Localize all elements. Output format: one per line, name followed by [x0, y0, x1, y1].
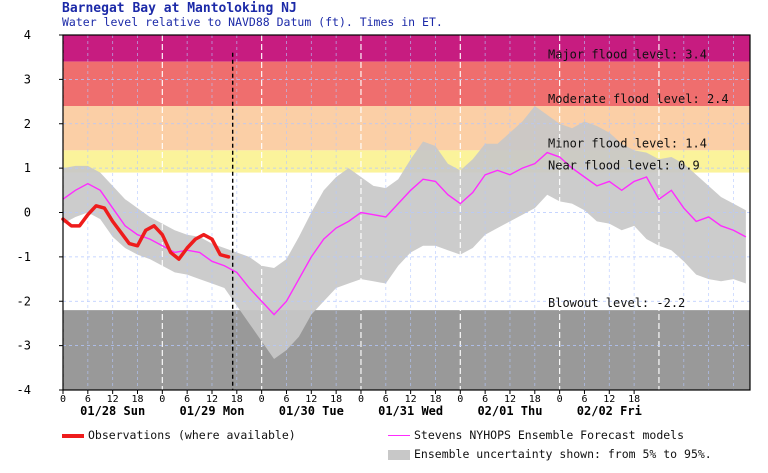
y-tick-label: -2 [17, 294, 31, 308]
x-day-label: 02/02 Fri [577, 404, 642, 418]
x-hour-label: 0 [259, 394, 265, 405]
x-hour-label: 0 [457, 394, 463, 405]
legend-uncertainty-label: Ensemble uncertainty shown: from 5% to 9… [414, 447, 712, 461]
minor-flood-band [63, 106, 750, 151]
forecast-line [62, 151, 747, 316]
axes: 4 3 2 1 0 -1 -2 -3 -4 0 6 12 18 0 6 12 18 0 6 12 18 0 6 12 18 0 6 1… [17, 28, 751, 418]
x-hour-label: 12 [504, 394, 516, 405]
uncertainty-area [63, 106, 746, 359]
threshold-label: Near flood level: 0.9 [548, 159, 700, 173]
threshold-labels: Major flood level: 3.4 Moderate flood lev… [548, 48, 729, 311]
x-hour-label: 12 [305, 394, 317, 405]
x-hour-label: 0 [358, 394, 364, 405]
y-tick-label: -3 [17, 339, 31, 353]
x-day-label: 01/31 Wed [378, 404, 443, 418]
x-hour-label: 6 [85, 394, 91, 405]
observations-swatch [62, 433, 84, 438]
x-hour-label: 12 [405, 394, 417, 405]
x-hour-label: 12 [107, 394, 119, 405]
series-lines [61, 151, 747, 316]
x-hour-label: 0 [557, 394, 563, 405]
uncertainty-swatch [388, 449, 410, 460]
x-hour-label: 18 [529, 394, 541, 405]
y-tick-label: 2 [24, 117, 31, 131]
x-hour-label: 18 [628, 394, 640, 405]
x-hour-label: 18 [231, 394, 243, 405]
legend-uncertainty: Ensemble uncertainty shown: from 5% to 9… [388, 447, 712, 461]
x-day-label: 01/29 Mon [179, 404, 244, 418]
observations-line [61, 204, 231, 261]
major-flood-band [63, 35, 750, 62]
x-hour-label: 12 [603, 394, 615, 405]
forecast-swatch [388, 434, 410, 437]
x-hour-label: 0 [159, 394, 165, 405]
flood-level-bands [63, 35, 750, 390]
threshold-label: Major flood level: 3.4 [548, 48, 707, 62]
y-tick-label: 0 [24, 206, 31, 220]
x-hour-label: 0 [60, 394, 66, 405]
x-hour-label: 6 [283, 394, 289, 405]
x-hour-label: 6 [383, 394, 389, 405]
threshold-label: Blowout level: -2.2 [548, 296, 685, 310]
y-tick-label: -1 [17, 250, 31, 264]
y-tick-label: -4 [17, 383, 31, 397]
y-tick-label: 4 [24, 28, 31, 42]
legend-forecast: Stevens NYHOPS Ensemble Forecast models [388, 428, 684, 442]
grid-lines [62, 35, 750, 390]
moderate-flood-band [63, 61, 750, 106]
x-hour-label: 18 [131, 394, 143, 405]
y-tick-label: 3 [24, 72, 31, 86]
x-day-label: 01/30 Tue [279, 404, 344, 418]
x-hour-label: 6 [482, 394, 488, 405]
x-day-label: 01/28 Sun [80, 404, 145, 418]
blowout-band [63, 310, 750, 390]
y-tick-label: 1 [24, 161, 31, 175]
threshold-label: Minor flood level: 1.4 [548, 136, 707, 150]
threshold-label: Moderate flood level: 2.4 [548, 92, 729, 106]
x-hour-label: 6 [184, 394, 190, 405]
x-hour-label: 6 [581, 394, 587, 405]
legend-observations: Observations (where available) [62, 428, 296, 442]
x-hour-label: 12 [206, 394, 218, 405]
x-day-label: 02/01 Thu [477, 404, 542, 418]
x-hour-label: 18 [429, 394, 441, 405]
page-title: Barnegat Bay at Mantoloking NJ [62, 1, 297, 16]
page-subtitle: Water level relative to NAVD88 Datum (ft… [62, 15, 443, 29]
uncertainty-band [63, 106, 746, 359]
legend-observations-label: Observations (where available) [88, 428, 296, 442]
legend-forecast-label: Stevens NYHOPS Ensemble Forecast models [414, 428, 685, 442]
x-hour-label: 18 [330, 394, 342, 405]
